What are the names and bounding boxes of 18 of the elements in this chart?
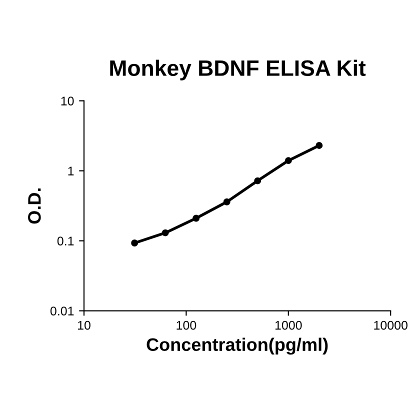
y-tick-label: 0.01 [50,306,74,316]
point [192,214,200,222]
x-axis-title: Concentration(pg/ml) [146,338,328,355]
chart-title: Monkey BDNF ELISA Kit [110,60,366,80]
point [162,229,169,236]
point [284,157,292,164]
x-tick-label: 10 [78,320,90,330]
point [223,198,230,206]
y-tick-label: 0.1 [57,236,74,246]
y-tick-label: 1 [68,166,74,176]
point [254,177,262,184]
x-tick-label: 100 [176,320,196,330]
x-tick-label: 1000 [275,320,302,330]
point [316,142,323,149]
x-tick-label: 10000 [374,320,408,330]
y-tick-label: 10 [61,96,74,106]
point [131,240,138,246]
y-axis-title: O.D. [28,188,41,224]
